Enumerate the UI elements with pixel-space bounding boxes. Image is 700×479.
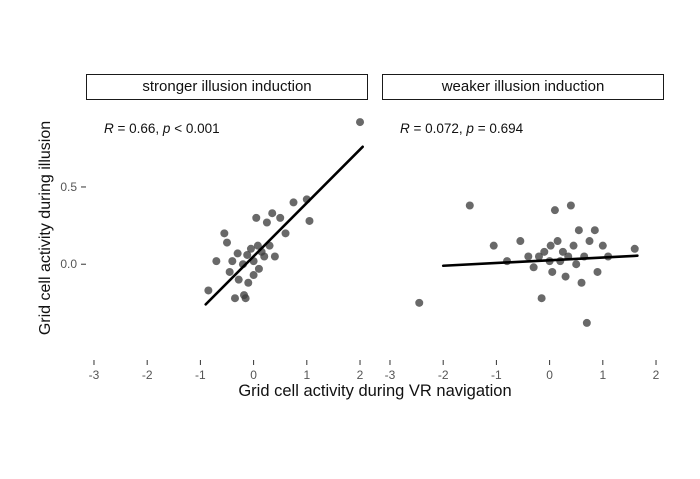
data-point [223, 238, 231, 247]
data-point [260, 252, 269, 261]
data-point [225, 267, 234, 276]
data-point [243, 250, 252, 259]
data-point [241, 294, 250, 303]
data-point [249, 271, 258, 280]
data-point [561, 272, 570, 281]
data-point [281, 229, 290, 238]
x-tick-label: 1 [303, 368, 310, 382]
data-point [268, 209, 277, 218]
data-point [516, 237, 525, 246]
data-point [465, 201, 474, 210]
data-point [220, 229, 229, 238]
x-tick-label: -1 [491, 368, 502, 382]
data-point [204, 286, 213, 295]
scatter-plot-weaker: -3 -2 -1 0 1 2 R = 0.072, p = 0.694 [385, 121, 660, 382]
stats-annotation: R = 0.072, p = 0.694 [400, 121, 524, 136]
data-point [574, 226, 583, 235]
data-point [569, 241, 578, 250]
data-point [540, 247, 549, 256]
x-tick-label: -2 [142, 368, 153, 382]
data-point [577, 278, 586, 287]
data-point [233, 249, 242, 258]
panel-weaker-illusion: weaker illusion induction -3 -2 -1 0 1 2 R = 0… [382, 74, 664, 394]
y-tick-label: 0.0 [60, 257, 77, 271]
data-point [550, 206, 559, 215]
trend-line [441, 254, 639, 268]
panels-container: stronger illusion induction -3 -2 -1 0 1 2 0.0… [60, 74, 664, 394]
data-point [244, 278, 253, 287]
x-tick-label: 2 [357, 368, 364, 382]
data-point [582, 318, 591, 327]
data-point [289, 198, 298, 207]
data-point [566, 201, 575, 210]
x-tick-label: -3 [89, 368, 100, 382]
scatter-points [204, 118, 365, 303]
data-point [234, 275, 243, 284]
y-axis-label: Grid cell activity during illusion [37, 120, 54, 336]
data-point [598, 241, 607, 250]
data-point [356, 118, 365, 127]
data-point [212, 257, 221, 266]
trend-line [204, 145, 364, 306]
panel-stronger-illusion: stronger illusion induction -3 -2 -1 0 1 2 0.0… [60, 74, 368, 394]
y-tick-label: 0.5 [60, 180, 77, 194]
data-point [270, 252, 279, 261]
y-axis-ticks: 0.0 0.5 [60, 180, 86, 271]
data-point [253, 241, 262, 250]
data-point [537, 294, 546, 303]
data-point [585, 237, 594, 246]
panel-header-weaker: weaker illusion induction [382, 74, 664, 100]
data-point [590, 226, 599, 235]
data-point [305, 216, 314, 225]
x-axis-ticks: -3 -2 -1 0 1 2 [385, 360, 660, 382]
data-point [276, 213, 285, 222]
data-point [558, 247, 567, 256]
x-axis-label: Grid cell activity during VR navigation [238, 382, 512, 400]
data-point [415, 298, 424, 307]
x-tick-label: 0 [250, 368, 257, 382]
data-point [262, 218, 271, 227]
data-point [553, 237, 562, 246]
data-point [548, 267, 557, 276]
x-tick-label: 0 [546, 368, 553, 382]
data-point [230, 294, 239, 303]
x-tick-label: 2 [653, 368, 660, 382]
data-point [489, 241, 498, 250]
x-tick-label: -2 [438, 368, 449, 382]
x-tick-label: -1 [195, 368, 206, 382]
data-point [524, 252, 533, 261]
data-point [246, 244, 255, 253]
x-tick-label: 1 [599, 368, 606, 382]
panel-header-stronger: stronger illusion induction [86, 74, 368, 100]
x-tick-label: -3 [385, 368, 396, 382]
x-axis-ticks: -3 -2 -1 0 1 2 [89, 360, 364, 382]
data-point [572, 260, 581, 269]
data-point [593, 267, 602, 276]
data-point [546, 241, 555, 250]
data-point [630, 244, 639, 253]
data-point [252, 213, 261, 222]
data-point [254, 264, 263, 273]
data-point [228, 257, 237, 266]
scatter-plot-stronger: -3 -2 -1 0 1 2 0.0 0.5 R = 0.66, p < 0.001 [60, 118, 365, 382]
stats-annotation: R = 0.66, p < 0.001 [104, 121, 220, 136]
data-point [534, 252, 543, 261]
data-point [529, 263, 538, 272]
